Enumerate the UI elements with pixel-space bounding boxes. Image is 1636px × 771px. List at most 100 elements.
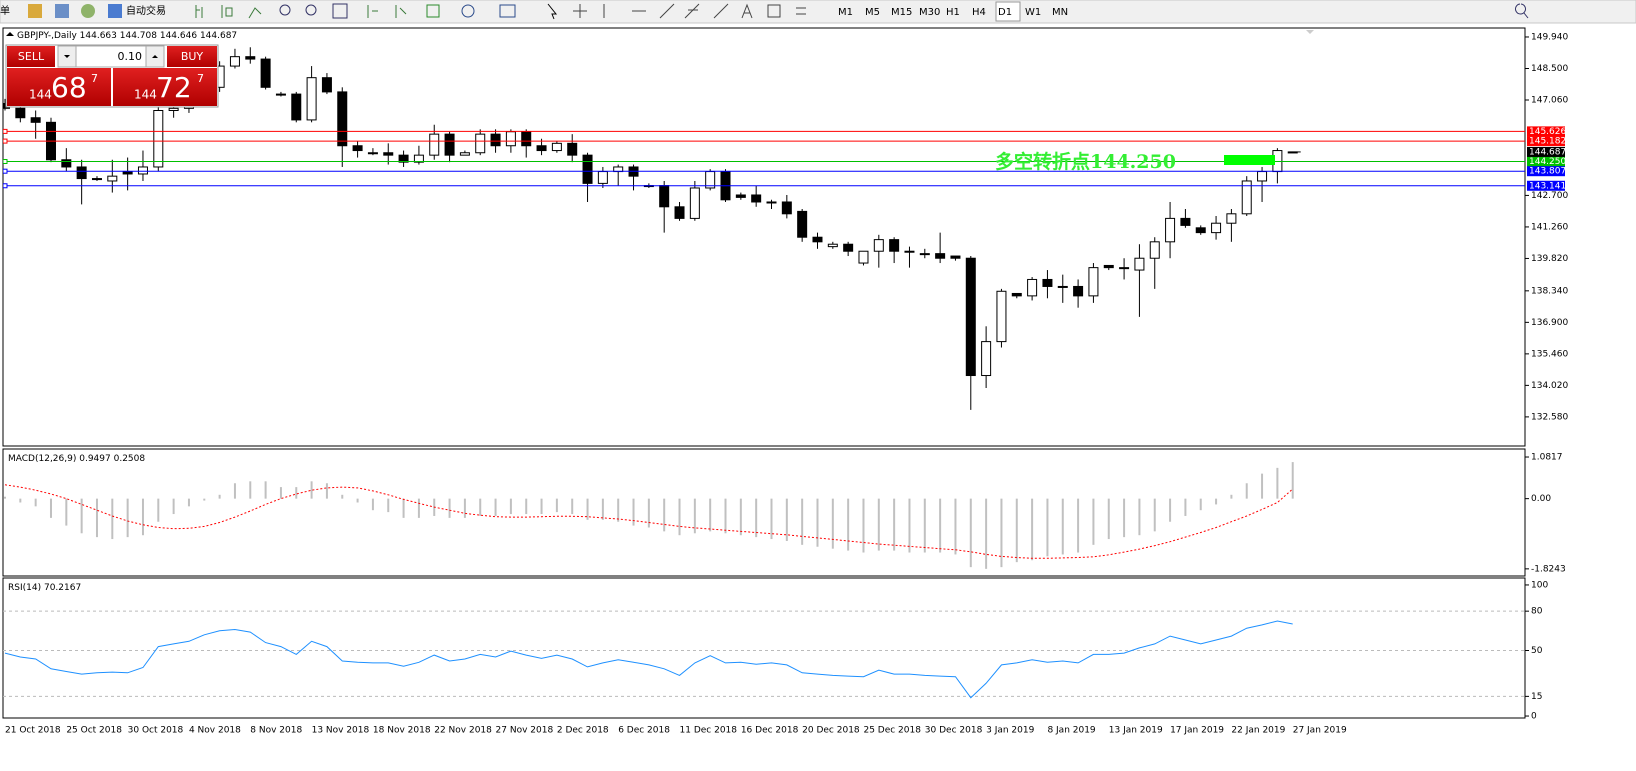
candle-body [137,166,148,175]
buy-button[interactable] [167,46,217,67]
macd-bar [1169,498,1172,522]
candle-body [153,110,164,168]
bid-box[interactable] [7,68,111,106]
icon[interactable] [108,4,122,18]
macd-value: 0.9497 [79,454,111,464]
macd-bar [939,498,942,553]
macd-bar [1046,498,1049,557]
icon[interactable] [195,5,203,18]
sell-label[interactable]: SELL [18,50,45,63]
macd-bar [571,498,574,515]
macd-bar [279,487,282,499]
y-tick-label: 147.060 [1531,96,1568,106]
pivot-marker [1224,155,1275,165]
toolbar-bg [0,0,1636,24]
timeframe[interactable]: M30 [919,7,940,18]
series-line [4,484,1294,559]
macd-bar [586,498,589,520]
x-tick-label: 18 Nov 2018 [373,726,431,736]
macd-bar [95,498,98,538]
icon[interactable] [573,4,587,18]
sell-button[interactable] [7,46,55,67]
candle-body [337,91,348,147]
macd-bar [908,498,911,553]
auto-trading[interactable]: 自动交易 [126,4,166,17]
icon[interactable] [332,3,348,19]
macd-bar [709,498,712,532]
candle-body [61,159,72,168]
icon[interactable] [796,7,806,15]
indicator-name: RSI(14) [8,583,41,593]
icon[interactable] [767,4,781,18]
icon[interactable] [499,4,516,18]
icon[interactable] [426,4,440,18]
ask-box[interactable] [113,68,217,106]
timeframe[interactable]: M1 [838,7,853,18]
macd-bar [387,498,390,513]
x-tick-label: 8 Nov 2018 [250,726,302,736]
buy-label[interactable]: BUY [181,50,204,63]
icon[interactable] [81,4,95,18]
icon[interactable] [741,3,753,19]
tool-icons [195,3,1529,20]
timeframe[interactable]: H1 [946,7,960,18]
macd-bar [969,498,972,568]
icon[interactable] [305,4,317,16]
icon[interactable] [603,3,675,19]
timeframe[interactable]: M5 [865,7,880,18]
candle-body [827,243,838,248]
candle-body [873,239,884,252]
icon[interactable] [28,4,42,18]
candle-body [889,239,900,252]
icon[interactable] [547,3,558,20]
icon[interactable] [248,7,262,19]
macd-bar [1215,498,1218,505]
y-tick-label: 15 [1531,692,1542,702]
macd-bar [494,498,497,516]
macd-bar [1261,473,1264,499]
macd-bar [1291,462,1294,499]
macd-bar [601,498,604,520]
macd-bar [540,498,543,515]
candle-body [383,152,394,156]
y-tick-label: 132.580 [1531,412,1568,422]
macd-bar [80,498,83,534]
macd-bar [877,498,880,551]
timeframe[interactable]: MN [1052,7,1068,18]
candle-body [858,250,869,264]
annotation: 多空转折点144.250 [995,150,1176,173]
symbol: GBPJPY-,Daily [17,31,77,41]
timeframe[interactable]: M15 [891,7,912,18]
open: 144.663 [80,31,117,41]
lot-value[interactable]: 0.10 [118,50,143,63]
icon[interactable] [461,4,475,18]
macd-bar [1000,498,1003,568]
candle-body [1057,285,1068,288]
icon[interactable] [684,3,700,19]
candle-body [904,250,915,253]
candle-body [1211,222,1222,234]
icon[interactable] [1515,3,1529,19]
shift-marker [1306,30,1314,34]
macd-bar [831,498,834,549]
icon[interactable] [55,4,69,18]
candle-body [260,58,271,88]
timeframe[interactable]: H4 [972,7,986,18]
candle-body [76,166,87,180]
timeframe[interactable]: W1 [1025,7,1041,18]
icon[interactable] [221,5,233,18]
icon[interactable] [279,4,291,16]
candle-body [751,194,762,203]
x-tick-label: 20 Dec 2018 [802,726,860,736]
icon[interactable] [367,5,378,18]
candle-body [306,77,317,121]
macd-bar [325,483,328,499]
icon[interactable] [713,3,729,19]
candle-body [674,206,685,219]
candle-body [398,154,409,163]
candle-body [689,187,700,219]
icon[interactable] [395,5,407,18]
timeframe[interactable]: D1 [998,7,1012,18]
rsi-panel [2,577,1526,719]
